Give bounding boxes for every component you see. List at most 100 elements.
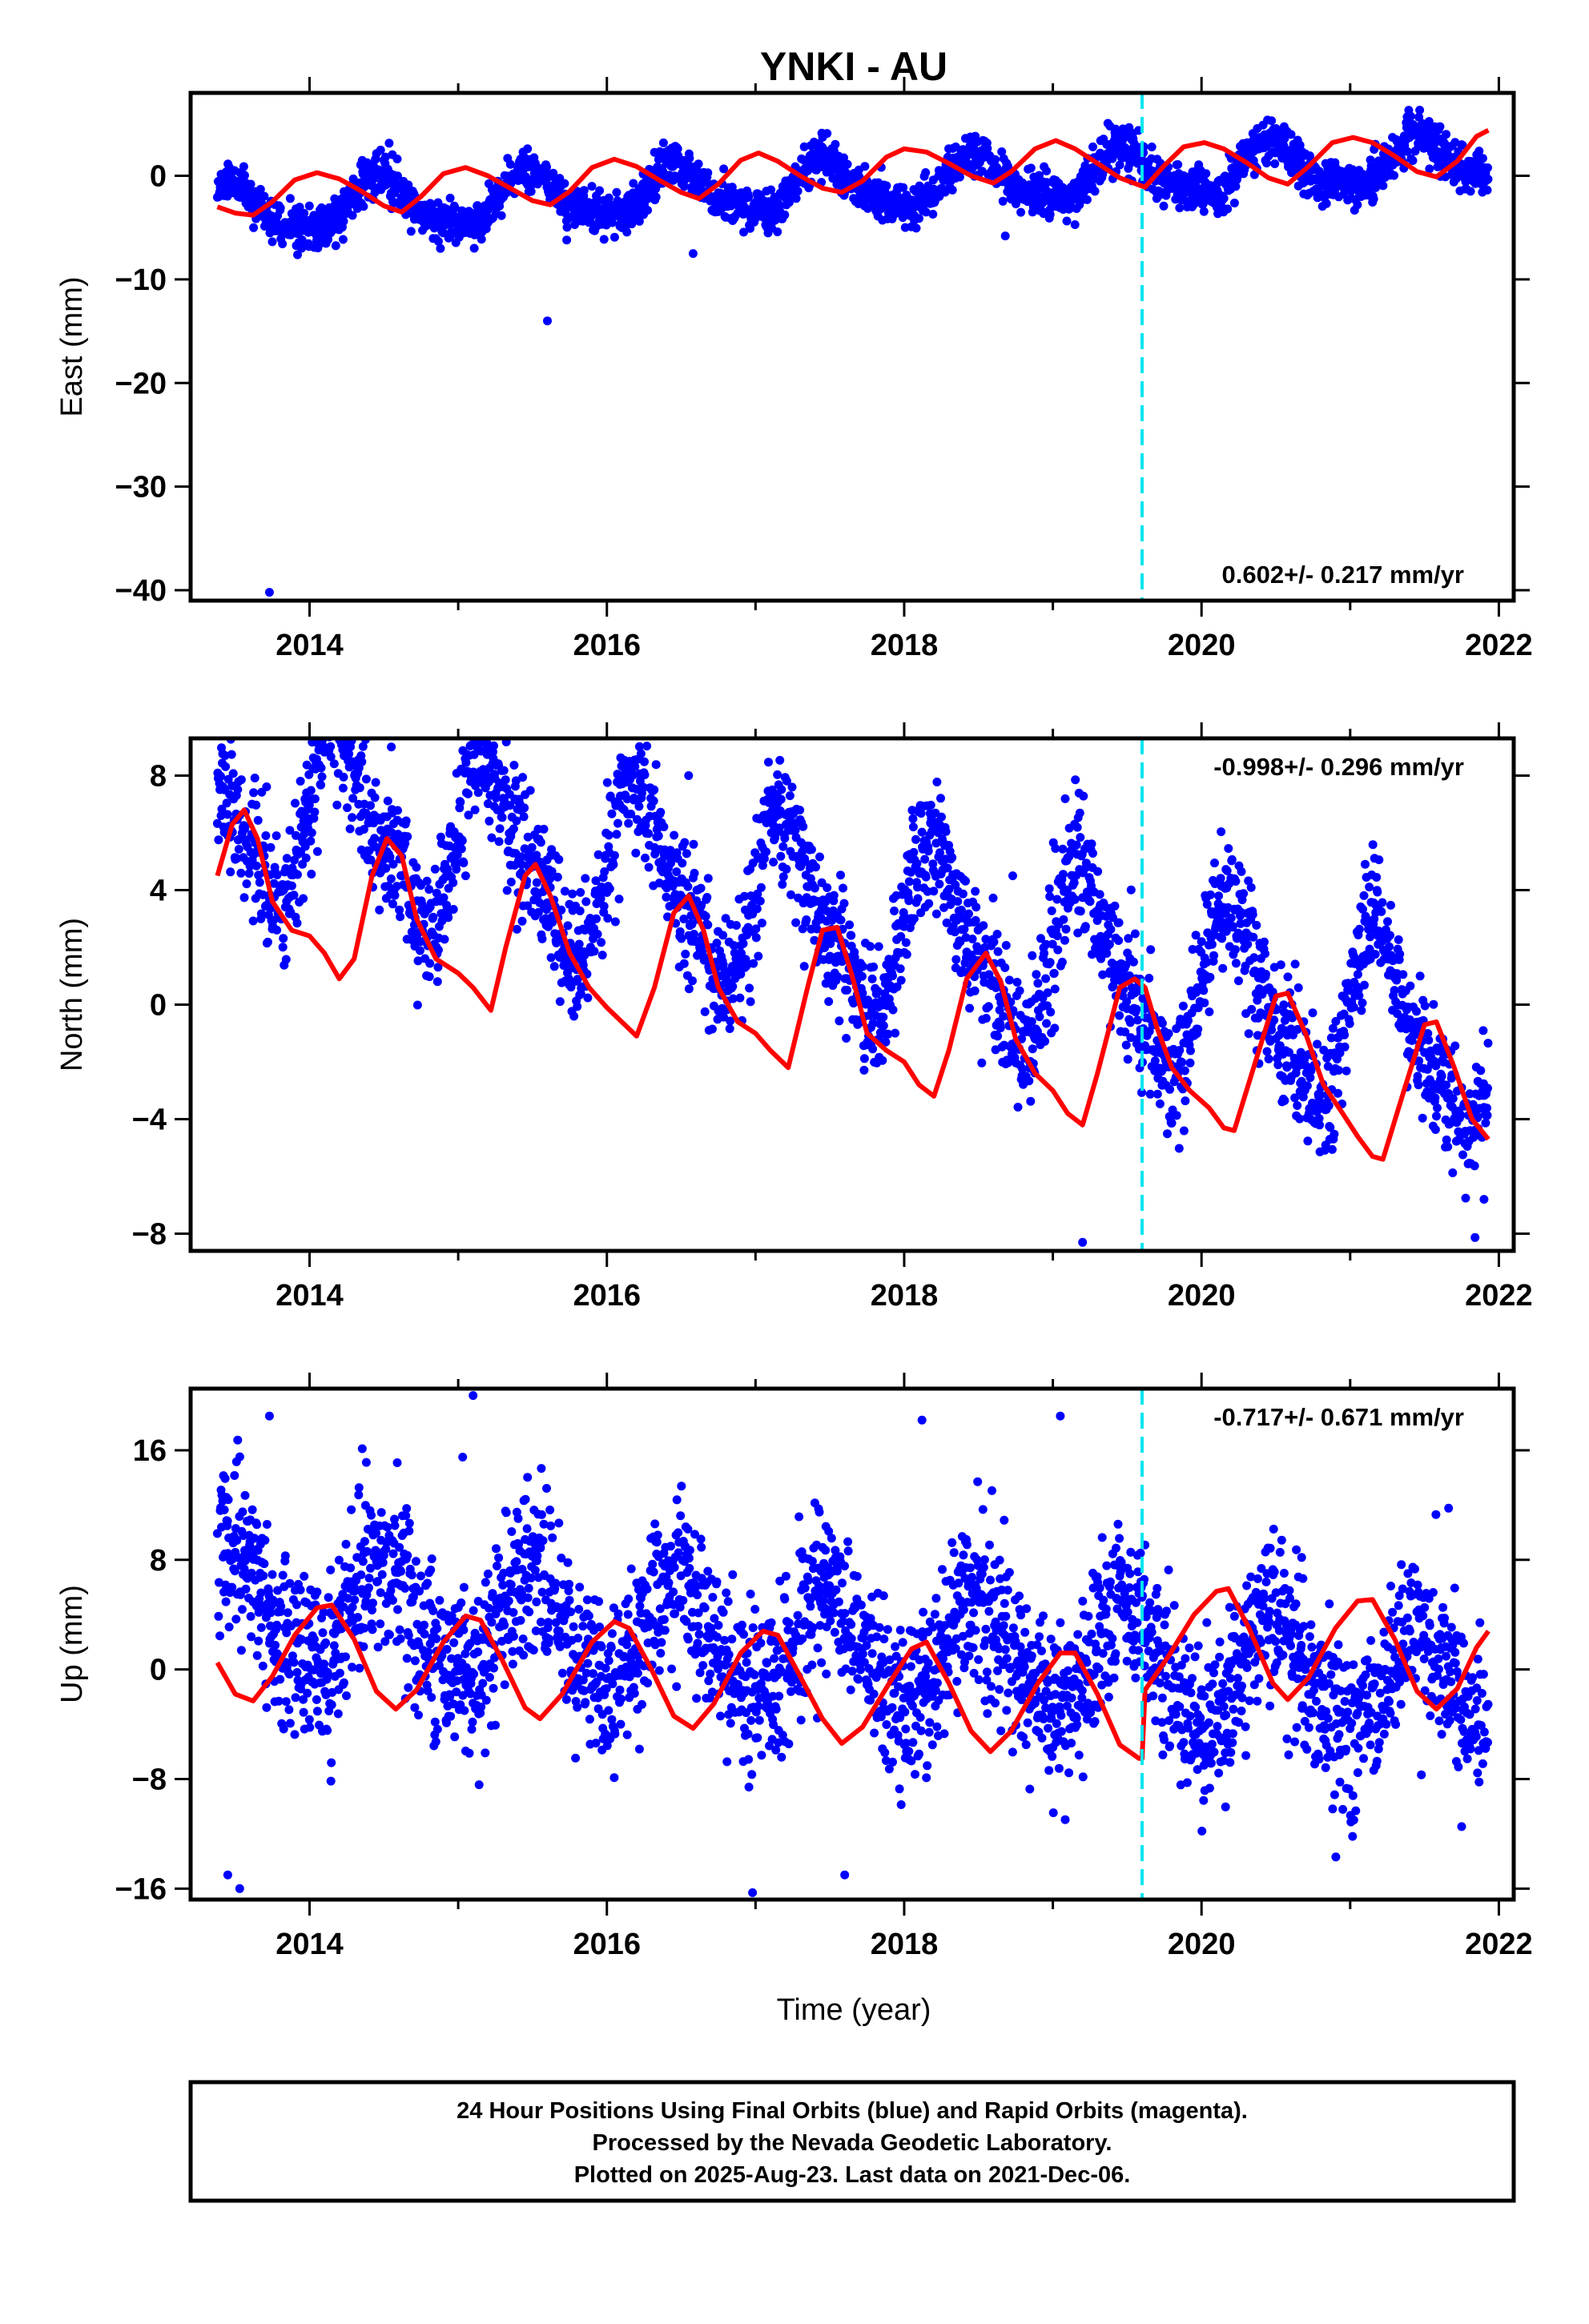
north-point xyxy=(1175,1046,1185,1055)
north-point xyxy=(992,930,1002,939)
north-point xyxy=(342,721,351,730)
north-point xyxy=(291,798,300,808)
east-point xyxy=(1062,216,1072,226)
east-point xyxy=(921,207,931,217)
north-point xyxy=(942,918,951,927)
north-point xyxy=(640,770,650,779)
north-point xyxy=(1048,939,1057,949)
north-point xyxy=(470,805,480,814)
north-point xyxy=(815,852,824,862)
north-point xyxy=(833,972,843,982)
north-point xyxy=(523,901,533,911)
north-point xyxy=(560,887,569,896)
north-point xyxy=(742,959,752,968)
north-point xyxy=(425,959,435,968)
east-point xyxy=(607,218,617,227)
north-point xyxy=(517,860,526,870)
north-point xyxy=(312,846,322,856)
east-point xyxy=(246,179,255,189)
north-point xyxy=(1028,951,1037,960)
east-point xyxy=(497,211,506,220)
north-point xyxy=(269,915,278,925)
north-point xyxy=(1114,936,1124,945)
north-point xyxy=(1075,808,1084,818)
north-point xyxy=(320,705,328,714)
north-point xyxy=(479,724,488,733)
north-point xyxy=(1000,963,1010,972)
north-point xyxy=(338,783,348,793)
east-frame xyxy=(188,90,1516,603)
north-point xyxy=(336,724,344,733)
east-point xyxy=(229,175,239,185)
north-point xyxy=(1042,1019,1052,1028)
north-point xyxy=(639,782,648,792)
east-point xyxy=(911,223,921,233)
east-point xyxy=(562,223,572,232)
north-point xyxy=(312,726,320,734)
north-point xyxy=(329,701,338,710)
north-point xyxy=(1163,1129,1172,1139)
north-point xyxy=(1049,968,1059,978)
north-point xyxy=(879,1021,888,1031)
east-point xyxy=(983,143,992,153)
east-point xyxy=(523,144,533,154)
east-point xyxy=(542,163,551,171)
north-point xyxy=(250,774,259,782)
north-point xyxy=(1110,901,1120,911)
north-point xyxy=(1028,1044,1037,1054)
east-point xyxy=(595,186,605,195)
north-point xyxy=(1012,978,1022,987)
north-point xyxy=(799,962,809,971)
north-point xyxy=(757,919,766,928)
north-point xyxy=(326,742,336,751)
north-point xyxy=(1202,958,1212,967)
east-y-tick-label: −30 xyxy=(115,471,167,505)
north-point xyxy=(785,791,794,801)
north-point xyxy=(287,881,296,891)
east-point xyxy=(609,232,619,242)
north-point xyxy=(867,974,877,983)
north-point xyxy=(1150,1056,1160,1066)
north-point xyxy=(932,778,942,786)
north-point xyxy=(858,962,867,971)
east-point xyxy=(392,155,402,163)
north-point xyxy=(799,822,808,831)
north-point xyxy=(432,977,442,987)
north-point xyxy=(324,672,332,681)
north-point xyxy=(782,864,791,874)
north-point xyxy=(597,951,607,960)
east-point xyxy=(654,155,663,164)
north-point xyxy=(873,987,883,996)
north-point xyxy=(874,942,883,951)
east-point xyxy=(285,194,295,203)
north-point xyxy=(631,848,641,858)
east-point xyxy=(1147,143,1157,151)
north-point xyxy=(1076,833,1085,842)
east-point xyxy=(549,168,558,178)
north-point xyxy=(316,763,326,773)
north-point xyxy=(413,956,423,966)
north-point xyxy=(412,862,421,872)
north-point xyxy=(449,905,458,914)
north-point xyxy=(444,913,453,923)
north-point xyxy=(416,946,424,955)
east-point xyxy=(404,180,413,190)
north-point xyxy=(1172,1111,1181,1120)
east-point xyxy=(376,145,385,155)
north-point xyxy=(456,798,465,807)
north-point xyxy=(222,798,231,808)
north-point xyxy=(532,878,541,887)
east-point xyxy=(239,162,248,171)
north-point xyxy=(1132,1015,1142,1025)
north-point xyxy=(214,835,223,845)
north-point xyxy=(891,1028,900,1038)
north-point xyxy=(775,755,785,765)
north-point xyxy=(1155,1099,1165,1108)
east-point xyxy=(406,227,416,236)
north-point xyxy=(289,891,299,900)
north-point xyxy=(1188,945,1197,954)
north-point xyxy=(381,863,391,873)
north-point xyxy=(810,883,819,893)
north-point xyxy=(307,828,316,838)
